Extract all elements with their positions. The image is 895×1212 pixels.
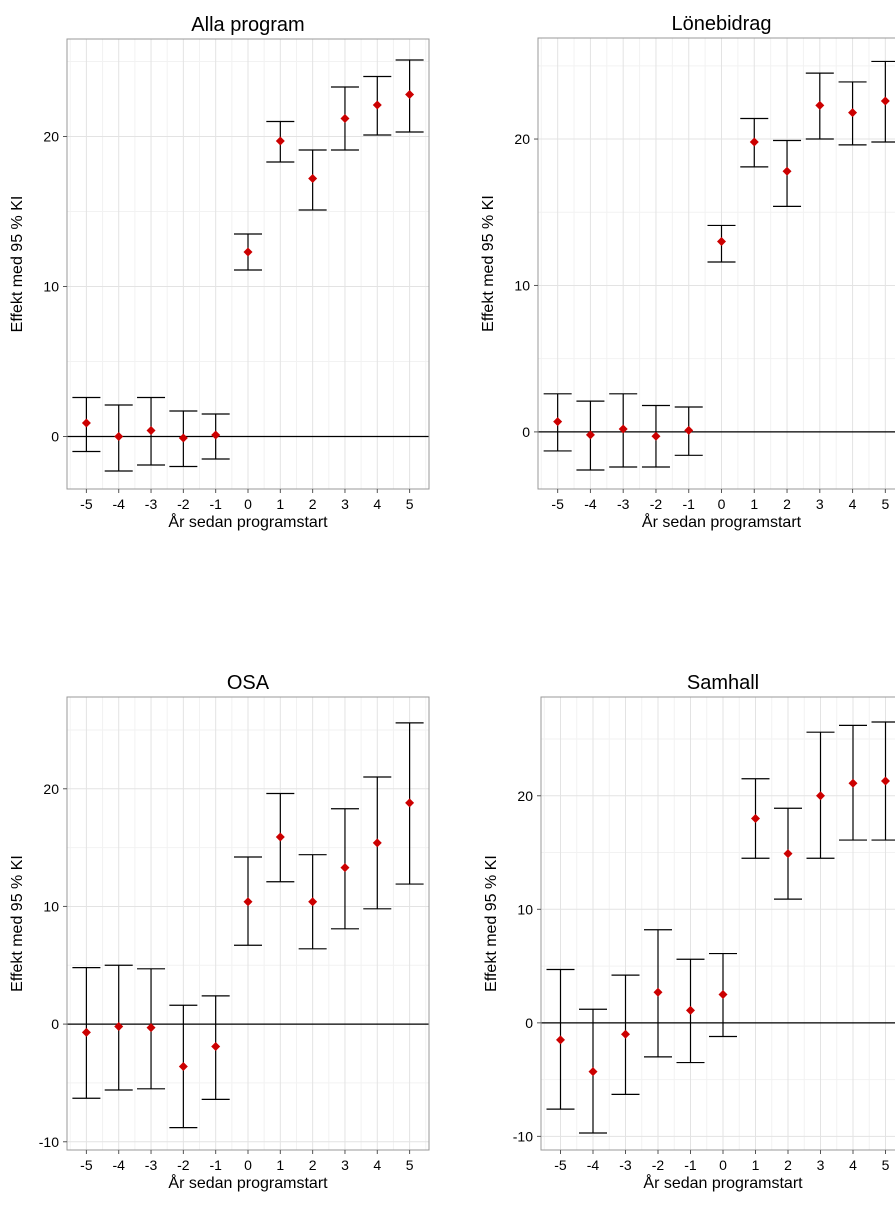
y-tick-label: 0 xyxy=(51,1016,59,1032)
x-tick-label: -1 xyxy=(209,496,222,512)
y-tick-label: 10 xyxy=(43,898,59,914)
y-tick-label: 0 xyxy=(522,424,530,440)
y-tick-label: 0 xyxy=(525,1015,533,1031)
y-tick-label: 10 xyxy=(517,901,533,917)
panel-1: -5 -4 -3 -2 -1 0 1 2 3 4 5 0 10 20 Lönebidrag År sedan … xyxy=(480,13,895,531)
x-tick-label: 0 xyxy=(244,496,252,512)
y-tick-label: -10 xyxy=(513,1128,533,1144)
y-axis-label: Effekt med 95 % KI xyxy=(9,855,26,992)
x-tick-label: -4 xyxy=(112,496,125,512)
x-tick-label: 5 xyxy=(881,496,889,512)
x-tick-label: 2 xyxy=(309,1157,317,1173)
x-tick-label: -3 xyxy=(145,496,158,512)
x-tick-label: 5 xyxy=(406,496,414,512)
x-axis-label: År sedan programstart xyxy=(168,512,328,531)
x-tick-label: 5 xyxy=(882,1157,890,1173)
x-tick-label: -2 xyxy=(652,1157,665,1173)
panel-title: Lönebidrag xyxy=(671,13,771,35)
x-tick-label: 0 xyxy=(244,1157,252,1173)
x-tick-label: -2 xyxy=(177,1157,190,1173)
x-tick-label: -4 xyxy=(112,1157,125,1173)
y-axis-label: Effekt med 95 % KI xyxy=(480,195,497,332)
x-tick-label: 0 xyxy=(719,1157,727,1173)
x-axis-label: År sedan programstart xyxy=(643,1173,803,1192)
x-tick-label: 0 xyxy=(718,496,726,512)
panel-title: OSA xyxy=(227,672,270,694)
x-tick-label: -5 xyxy=(554,1157,567,1173)
x-tick-label: 1 xyxy=(750,496,758,512)
x-tick-label: 4 xyxy=(849,496,857,512)
x-tick-label: 4 xyxy=(373,1157,381,1173)
y-axis-label: Effekt med 95 % KI xyxy=(9,196,26,333)
plot-area xyxy=(541,697,895,1150)
x-tick-label: 1 xyxy=(276,496,284,512)
y-tick-label: 10 xyxy=(514,277,530,293)
x-tick-label: 5 xyxy=(406,1157,414,1173)
x-tick-label: -1 xyxy=(209,1157,222,1173)
y-tick-label: 20 xyxy=(514,131,530,147)
x-tick-label: -3 xyxy=(617,496,630,512)
x-axis-label: År sedan programstart xyxy=(642,512,802,531)
x-tick-label: -2 xyxy=(650,496,663,512)
y-tick-label: 0 xyxy=(51,429,59,445)
plot-area xyxy=(538,38,895,489)
y-tick-label: 10 xyxy=(43,279,59,295)
x-tick-label: 3 xyxy=(341,496,349,512)
x-tick-label: -1 xyxy=(684,1157,697,1173)
x-tick-label: -5 xyxy=(551,496,564,512)
x-tick-label: -3 xyxy=(619,1157,632,1173)
panel-title: Alla program xyxy=(191,14,304,36)
x-tick-label: 3 xyxy=(816,496,824,512)
x-tick-label: -2 xyxy=(177,496,190,512)
panel-0: -5 -4 -3 -2 -1 0 1 2 3 4 5 0 10 20 Alla program År seda… xyxy=(9,14,429,531)
x-tick-label: 2 xyxy=(783,496,791,512)
x-tick-label: -1 xyxy=(683,496,696,512)
x-tick-label: 3 xyxy=(341,1157,349,1173)
x-tick-label: 4 xyxy=(849,1157,857,1173)
y-axis-label: Effekt med 95 % KI xyxy=(483,855,500,992)
panel-title: Samhall xyxy=(687,672,759,694)
x-tick-label: 2 xyxy=(784,1157,792,1173)
y-tick-label: 20 xyxy=(517,788,533,804)
x-tick-label: 4 xyxy=(373,496,381,512)
y-tick-label: -10 xyxy=(39,1134,59,1150)
x-tick-label: 2 xyxy=(309,496,317,512)
y-tick-label: 20 xyxy=(43,129,59,145)
x-axis-label: År sedan programstart xyxy=(168,1173,328,1192)
y-tick-label: 20 xyxy=(43,781,59,797)
x-tick-label: 1 xyxy=(752,1157,760,1173)
x-tick-label: 3 xyxy=(817,1157,825,1173)
x-tick-label: -5 xyxy=(80,496,93,512)
x-tick-label: -4 xyxy=(584,496,597,512)
x-tick-label: -5 xyxy=(80,1157,93,1173)
x-tick-label: -4 xyxy=(587,1157,600,1173)
x-tick-label: 1 xyxy=(276,1157,284,1173)
x-tick-label: -3 xyxy=(145,1157,158,1173)
